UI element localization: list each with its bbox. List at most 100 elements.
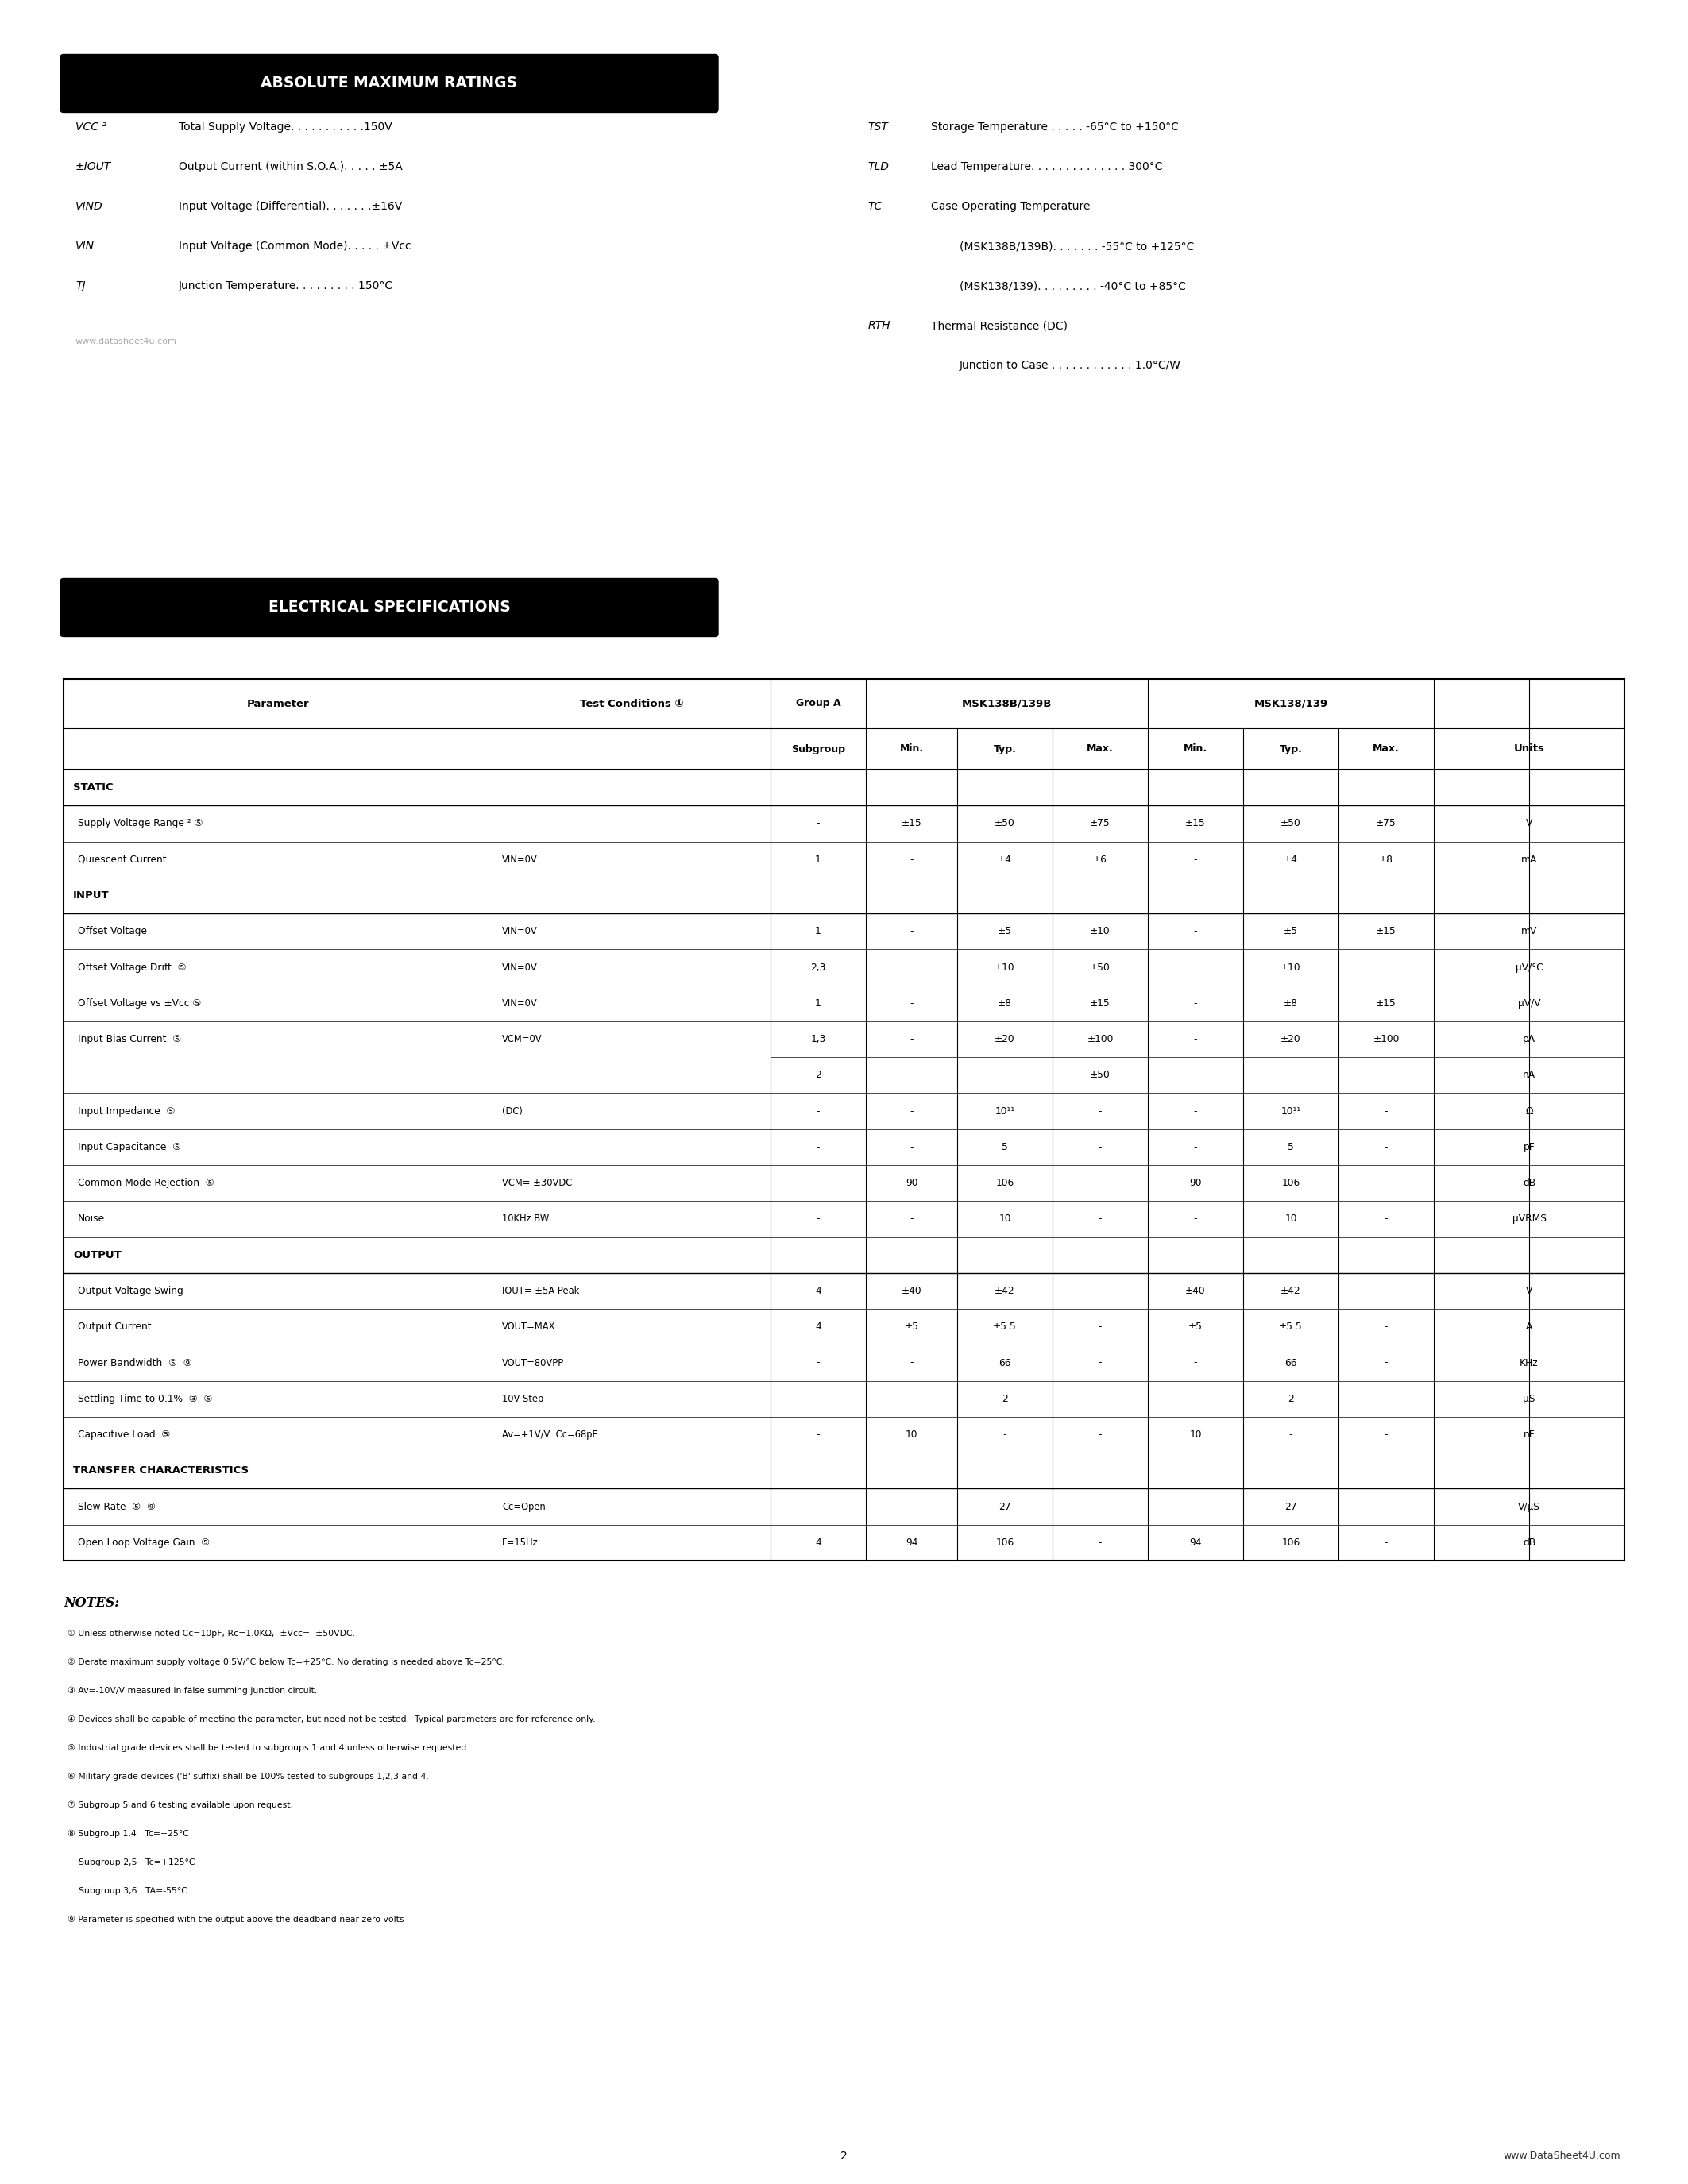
- Text: ⑨ Parameter is specified with the output above the deadband near zero volts: ⑨ Parameter is specified with the output…: [68, 1915, 403, 1924]
- Text: ③ Av=-10V/V measured in false summing junction circuit.: ③ Av=-10V/V measured in false summing ju…: [68, 1686, 317, 1695]
- Text: NOTES:: NOTES:: [64, 1597, 120, 1610]
- Text: -: -: [1290, 1070, 1293, 1081]
- Text: 5: 5: [1288, 1142, 1295, 1153]
- Text: -: -: [1384, 963, 1388, 972]
- Text: -: -: [817, 1105, 820, 1116]
- Text: Lead Temperature. . . . . . . . . . . . . . 300°C: Lead Temperature. . . . . . . . . . . . …: [932, 162, 1163, 173]
- Text: V: V: [1526, 819, 1533, 828]
- Text: mA: mA: [1521, 854, 1538, 865]
- Text: 94: 94: [1190, 1538, 1202, 1548]
- Text: ±50: ±50: [1090, 963, 1111, 972]
- Text: ④ Devices shall be capable of meeting the parameter, but need not be tested.  Ty: ④ Devices shall be capable of meeting th…: [68, 1714, 596, 1723]
- Text: www.DataSheet4U.com: www.DataSheet4U.com: [1504, 2151, 1620, 2162]
- Text: Min.: Min.: [1183, 745, 1207, 753]
- Text: -: -: [1193, 854, 1197, 865]
- Text: Input Impedance  ⑤: Input Impedance ⑤: [78, 1105, 176, 1116]
- Text: ±100: ±100: [1372, 1033, 1399, 1044]
- Text: KHz: KHz: [1519, 1358, 1538, 1367]
- Text: Output Current (within S.O.A.). . . . . ±5A: Output Current (within S.O.A.). . . . . …: [179, 162, 402, 173]
- Text: Input Capacitance  ⑤: Input Capacitance ⑤: [78, 1142, 181, 1153]
- Text: ±5: ±5: [1283, 926, 1298, 937]
- Text: -: -: [1099, 1105, 1102, 1116]
- Text: -: -: [1099, 1431, 1102, 1439]
- Text: pF: pF: [1523, 1142, 1534, 1153]
- Text: Output Voltage Swing: Output Voltage Swing: [78, 1286, 184, 1295]
- Text: VIN=0V: VIN=0V: [501, 854, 537, 865]
- Text: ±75: ±75: [1376, 819, 1396, 828]
- Text: -: -: [1384, 1431, 1388, 1439]
- Text: 1: 1: [815, 926, 822, 937]
- Text: 27: 27: [1285, 1500, 1296, 1511]
- Text: Offset Voltage vs ±Vcc ⑤: Offset Voltage vs ±Vcc ⑤: [78, 998, 201, 1009]
- Text: Supply Voltage Range ² ⑤: Supply Voltage Range ² ⑤: [78, 819, 203, 828]
- Text: -: -: [1099, 1358, 1102, 1367]
- Text: -: -: [1099, 1142, 1102, 1153]
- Text: -: -: [1193, 1105, 1197, 1116]
- Text: 106: 106: [996, 1177, 1014, 1188]
- Text: -: -: [910, 1500, 913, 1511]
- Text: 10: 10: [999, 1214, 1011, 1225]
- Text: Max.: Max.: [1087, 745, 1114, 753]
- Text: ±75: ±75: [1090, 819, 1111, 828]
- Text: ±20: ±20: [994, 1033, 1014, 1044]
- Text: (DC): (DC): [501, 1105, 523, 1116]
- Text: MSK138B/139B: MSK138B/139B: [962, 699, 1052, 710]
- FancyBboxPatch shape: [61, 55, 717, 111]
- Text: -: -: [817, 1393, 820, 1404]
- Text: 1: 1: [815, 854, 822, 865]
- Text: (MSK138B/139B). . . . . . . -55°C to +125°C: (MSK138B/139B). . . . . . . -55°C to +12…: [959, 240, 1193, 251]
- Text: A: A: [1526, 1321, 1533, 1332]
- Text: 1: 1: [815, 998, 822, 1009]
- Text: -: -: [1384, 1070, 1388, 1081]
- Text: 2: 2: [1288, 1393, 1295, 1404]
- Text: ±15: ±15: [1376, 926, 1396, 937]
- Text: -: -: [1384, 1214, 1388, 1225]
- Text: Av=+1V/V  Cc=68pF: Av=+1V/V Cc=68pF: [501, 1431, 598, 1439]
- Text: dB: dB: [1523, 1177, 1536, 1188]
- Text: ② Derate maximum supply voltage 0.5V/°C below Tc=+25°C. No derating is needed ab: ② Derate maximum supply voltage 0.5V/°C …: [68, 1658, 505, 1666]
- Text: -: -: [1193, 998, 1197, 1009]
- Text: -: -: [910, 1105, 913, 1116]
- Text: -: -: [817, 1214, 820, 1225]
- Text: -: -: [817, 1358, 820, 1367]
- Text: ±10: ±10: [1281, 963, 1301, 972]
- Text: Settling Time to 0.1%  ③  ⑤: Settling Time to 0.1% ③ ⑤: [78, 1393, 213, 1404]
- Text: μV/°C: μV/°C: [1516, 963, 1543, 972]
- Text: INPUT: INPUT: [73, 891, 110, 900]
- Text: V: V: [1526, 1286, 1533, 1295]
- Text: Max.: Max.: [1372, 745, 1399, 753]
- Text: Typ.: Typ.: [993, 745, 1016, 753]
- Text: ±50: ±50: [1090, 1070, 1111, 1081]
- Text: -: -: [1384, 1393, 1388, 1404]
- Text: Offset Voltage Drift  ⑤: Offset Voltage Drift ⑤: [78, 963, 186, 972]
- Text: VIN=0V: VIN=0V: [501, 926, 537, 937]
- Text: -: -: [910, 1358, 913, 1367]
- Text: -: -: [1384, 1105, 1388, 1116]
- Text: MSK138/139: MSK138/139: [1254, 699, 1328, 710]
- Text: -: -: [910, 1393, 913, 1404]
- Text: ±15: ±15: [1376, 998, 1396, 1009]
- Text: Capacitive Load  ⑤: Capacitive Load ⑤: [78, 1431, 170, 1439]
- Text: Storage Temperature . . . . . -65°C to +150°C: Storage Temperature . . . . . -65°C to +…: [932, 122, 1180, 133]
- Text: ±15: ±15: [901, 819, 922, 828]
- Text: ±5.5: ±5.5: [993, 1321, 1016, 1332]
- Text: 66: 66: [1285, 1358, 1296, 1367]
- Text: 4: 4: [815, 1286, 822, 1295]
- Text: ±10: ±10: [994, 963, 1014, 972]
- Text: -: -: [910, 1033, 913, 1044]
- Text: -: -: [910, 998, 913, 1009]
- Text: ±10: ±10: [1090, 926, 1111, 937]
- Text: ±50: ±50: [994, 819, 1014, 828]
- Text: -: -: [1384, 1286, 1388, 1295]
- Text: ±100: ±100: [1087, 1033, 1114, 1044]
- Text: -: -: [1193, 926, 1197, 937]
- Text: Subgroup 3,6   TA=-55°C: Subgroup 3,6 TA=-55°C: [68, 1887, 187, 1896]
- FancyBboxPatch shape: [61, 579, 717, 636]
- Text: F=15Hz: F=15Hz: [501, 1538, 538, 1548]
- Text: ±4: ±4: [1285, 854, 1298, 865]
- Text: 10: 10: [1190, 1431, 1202, 1439]
- Text: -: -: [1099, 1321, 1102, 1332]
- Text: -: -: [1290, 1431, 1293, 1439]
- Text: Thermal Resistance (DC): Thermal Resistance (DC): [932, 321, 1069, 332]
- Text: ±50: ±50: [1281, 819, 1301, 828]
